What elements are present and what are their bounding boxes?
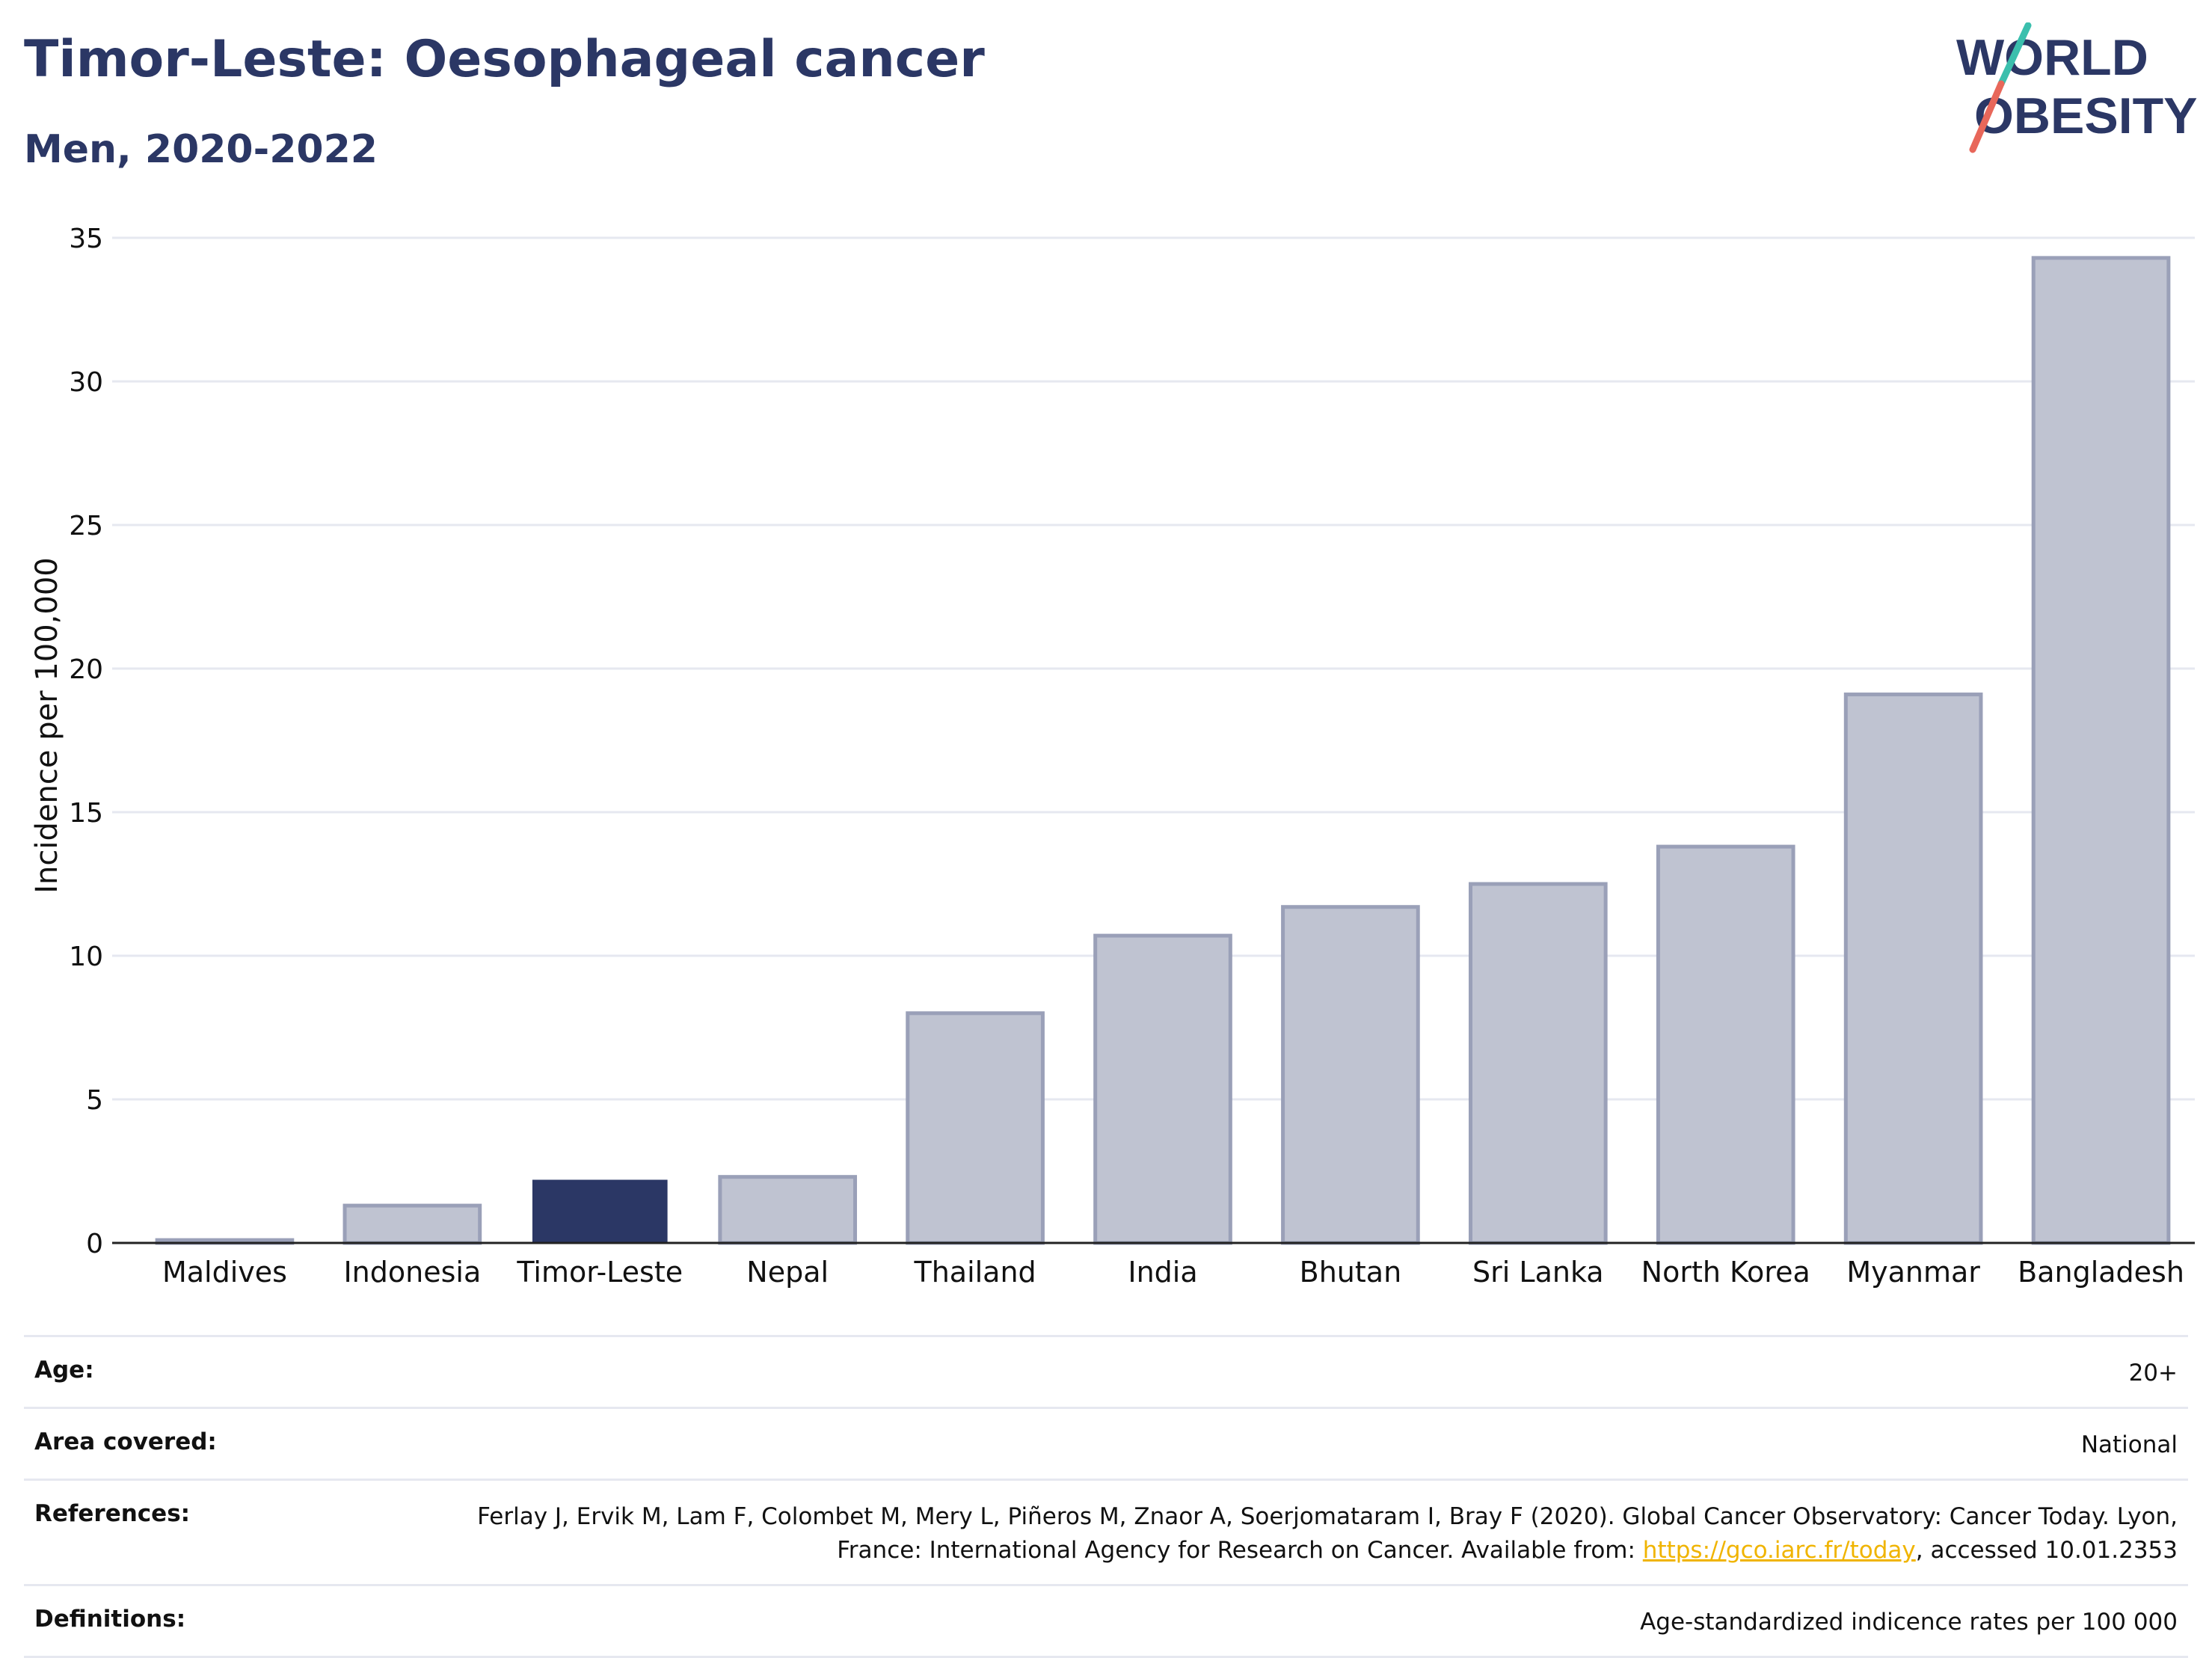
references-accessed: , accessed 10.01.2353 (1915, 1536, 2178, 1564)
y-axis-title: Incidence per 100,000 (30, 557, 64, 894)
bar-indonesia (342, 1203, 482, 1245)
y-axis-ticks: 0 5 10 15 20 25 30 35 (69, 224, 103, 1259)
world-obesity-logo: WORLD OBESITY (1956, 22, 2198, 153)
x-tick-label: India (1128, 1256, 1197, 1289)
x-tick-label: Bangladesh (2018, 1256, 2184, 1289)
area-value: National (2080, 1431, 2178, 1458)
y-tick-label: 35 (69, 224, 103, 254)
references-label: References: (34, 1499, 191, 1527)
logo-teal-stroke (1997, 22, 2032, 87)
logo-word-2: OBESITY (1974, 87, 2198, 144)
definitions-value: Age-standardized indicence rates per 100… (1640, 1608, 2178, 1636)
references-link[interactable]: https://gco.iarc.fr/today (1642, 1536, 1916, 1564)
bar-bhutan (1281, 905, 1420, 1245)
y-tick-label: 20 (69, 654, 103, 685)
x-axis-labels: Maldives Indonesia Timor-Leste Nepal Thailan… (162, 1256, 2184, 1289)
references-value: Ferlay J, Ervik M, Lam F, Colombet M, Me… (458, 1500, 2178, 1568)
y-tick-label: 5 (86, 1085, 103, 1116)
y-tick-label: 25 (69, 511, 103, 541)
age-label: Age: (34, 1357, 94, 1384)
y-tick-label: 0 (86, 1229, 103, 1259)
x-tick-label: Timor-Leste (516, 1256, 683, 1289)
y-tick-label: 15 (69, 798, 103, 829)
bar-north-korea (1656, 844, 1795, 1245)
bar-bangladesh (2031, 256, 2171, 1245)
x-tick-label: North Korea (1641, 1256, 1810, 1289)
chart-title: Timor-Leste: Oesophageal cancer (24, 30, 985, 89)
info-row-references: References: Ferlay J, Ervik M, Lam F, Co… (24, 1478, 2188, 1584)
x-tick-label: Maldives (162, 1256, 287, 1289)
chart-subtitle: Men, 2020-2022 (24, 127, 378, 172)
info-row-age: Age: 20+ (24, 1335, 2188, 1407)
age-value: 20+ (2128, 1360, 2178, 1387)
y-tick-label: 30 (69, 367, 103, 398)
bar-india (1093, 933, 1232, 1245)
info-row-area: Area covered: National (24, 1406, 2188, 1479)
bar-sri-lanka (1468, 882, 1608, 1245)
bar-thailand (906, 1011, 1045, 1245)
area-label: Area covered: (34, 1428, 217, 1455)
logo-word-1: WORLD (1956, 29, 2148, 86)
info-table: Age: 20+ Area covered: National Referenc… (24, 1335, 2188, 1658)
references-text: Ferlay J, Ervik M, Lam F, Colombet M, Me… (477, 1502, 2178, 1564)
bar-chart: 0 5 10 15 20 25 30 35 Maldives Indonesia Timor-Le… (30, 224, 2195, 1289)
x-tick-label: Thailand (913, 1256, 1036, 1289)
y-tick-label: 10 (69, 942, 103, 972)
logo-red-stroke (1969, 80, 2005, 153)
info-row-definitions: Definitions: Age-standardized indicence … (24, 1583, 2188, 1658)
x-tick-label: Bhutan (1300, 1256, 1402, 1289)
x-tick-label: Indonesia (343, 1256, 481, 1289)
bar-timor-leste (532, 1179, 668, 1243)
bars (155, 256, 2171, 1245)
definitions-label: Definitions: (34, 1605, 186, 1633)
x-tick-label: Myanmar (1846, 1256, 1980, 1289)
x-tick-label: Sri Lanka (1472, 1256, 1604, 1289)
x-tick-label: Nepal (746, 1256, 829, 1289)
bar-myanmar (1843, 693, 1983, 1245)
bar-nepal (718, 1175, 858, 1245)
